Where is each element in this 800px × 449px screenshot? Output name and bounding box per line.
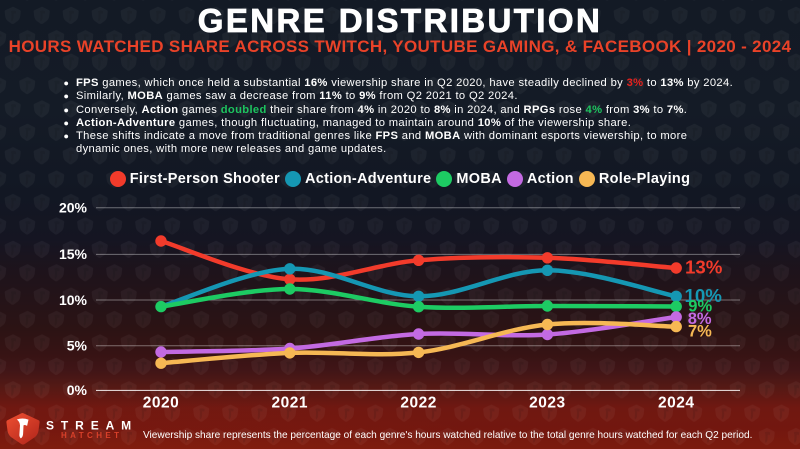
svg-text:20%: 20% — [59, 200, 88, 216]
svg-text:9%: 9% — [688, 298, 712, 316]
svg-text:2021: 2021 — [272, 395, 308, 412]
svg-text:15%: 15% — [59, 246, 88, 262]
svg-text:2020: 2020 — [143, 395, 179, 412]
svg-text:5%: 5% — [67, 338, 88, 354]
svg-text:8%: 8% — [688, 310, 712, 328]
svg-text:0%: 0% — [67, 382, 88, 398]
svg-text:10%: 10% — [59, 292, 88, 308]
svg-text:2022: 2022 — [400, 395, 436, 412]
svg-text:HATCHET: HATCHET — [61, 431, 122, 440]
svg-text:7%: 7% — [688, 323, 712, 341]
svg-text:2023: 2023 — [529, 395, 565, 412]
svg-text:STREAM: STREAM — [46, 419, 138, 433]
svg-text:10%: 10% — [685, 285, 723, 306]
svg-text:13%: 13% — [685, 257, 723, 278]
svg-text:2024: 2024 — [658, 395, 694, 412]
